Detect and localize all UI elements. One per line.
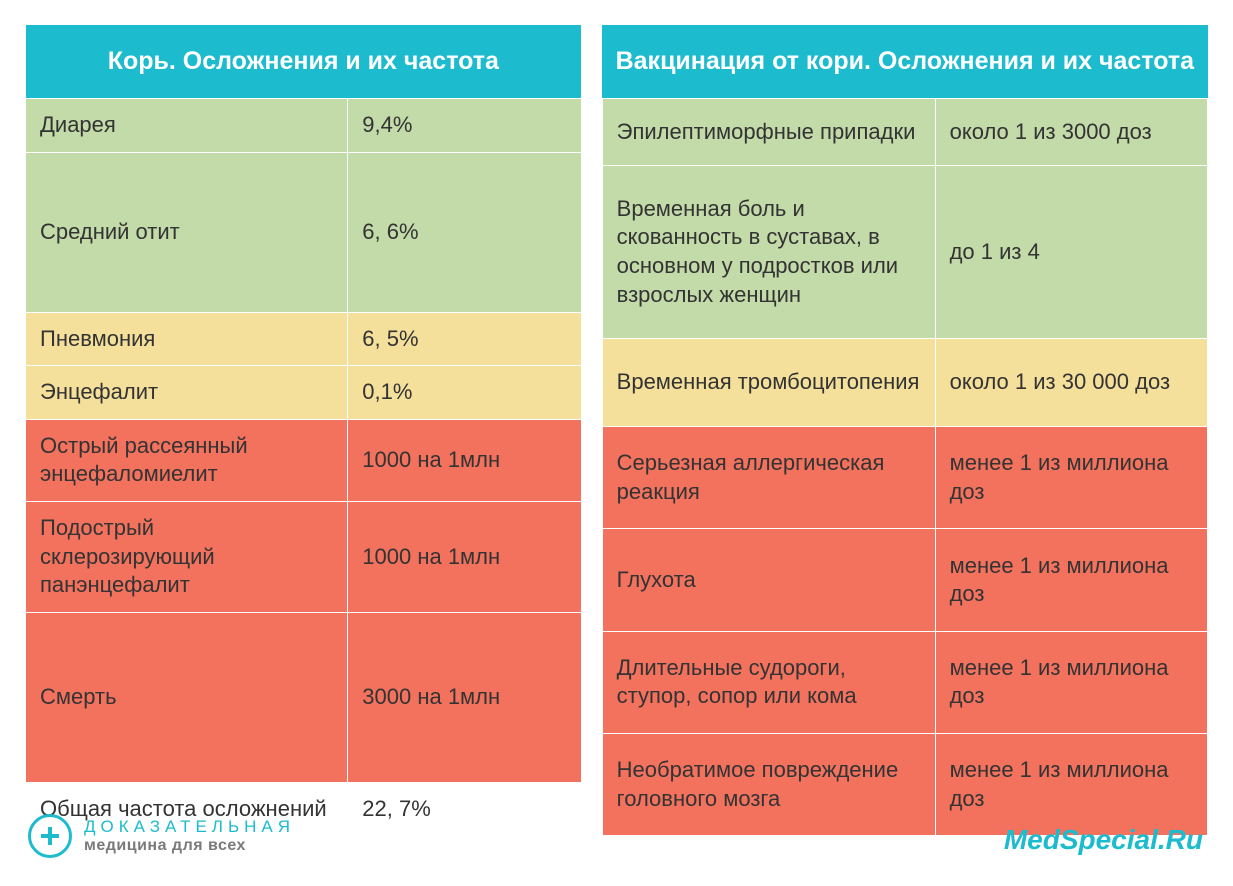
complication-name: Длительные судороги, ступор, сопор или к… bbox=[602, 631, 935, 733]
table-row: Энцефалит0,1% bbox=[26, 366, 582, 420]
right-table-header: Вакцинация от кори. Осложнения и их част… bbox=[602, 25, 1207, 99]
logo-line1: ДОКАЗАТЕЛЬНАЯ bbox=[84, 817, 295, 837]
table-row: Диарея9,4% bbox=[26, 99, 582, 153]
complication-frequency: до 1 из 4 bbox=[935, 165, 1207, 338]
complication-name: Эпилептиморфные припадки bbox=[602, 99, 935, 166]
logo-line2: медицина для всех bbox=[84, 837, 295, 855]
complication-frequency: менее 1 из миллиона доз bbox=[935, 734, 1207, 836]
complication-name: Острый рассеянный энцефаломиелит bbox=[26, 419, 348, 501]
complication-name: Пневмония bbox=[26, 312, 348, 366]
logo-text: ДОКАЗАТЕЛЬНАЯ медицина для всех bbox=[84, 817, 295, 855]
table-row: Временная тромбоцитопенияоколо 1 из 30 0… bbox=[602, 339, 1207, 427]
vaccination-table: Вакцинация от кори. Осложнения и их част… bbox=[602, 25, 1208, 836]
footer-value: 22, 7% bbox=[348, 782, 581, 836]
table-row: Подострый склерозирующий панэнцефалит100… bbox=[26, 501, 582, 612]
complication-name: Диарея bbox=[26, 99, 348, 153]
complication-frequency: 0,1% bbox=[348, 366, 581, 420]
complication-frequency: 1000 на 1млн bbox=[348, 501, 581, 612]
table-row: Острый рассеянный энцефаломиелит1000 на … bbox=[26, 419, 582, 501]
table-row: Пневмония6, 5% bbox=[26, 312, 582, 366]
complication-frequency: менее 1 из миллиона доз bbox=[935, 529, 1207, 631]
complication-frequency: 1000 на 1млн bbox=[348, 419, 581, 501]
complication-name: Необратимое повреждение головного мозга bbox=[602, 734, 935, 836]
table-row: Длительные судороги, ступор, сопор или к… bbox=[602, 631, 1207, 733]
left-table-header: Корь. Осложнения и их частота bbox=[26, 25, 582, 99]
complication-name: Подострый склерозирующий панэнцефалит bbox=[26, 501, 348, 612]
complication-frequency: 6, 5% bbox=[348, 312, 581, 366]
table-row: Необратимое повреждение головного мозгам… bbox=[602, 734, 1207, 836]
watermark: MedSpecial.Ru bbox=[1004, 824, 1203, 856]
complication-name: Средний отит bbox=[26, 152, 348, 312]
complication-name: Смерть bbox=[26, 612, 348, 782]
logo-icon bbox=[28, 814, 72, 858]
complication-name: Временная боль и скованность в суставах,… bbox=[602, 165, 935, 338]
complication-frequency: около 1 из 3000 доз bbox=[935, 99, 1207, 166]
table-row: Глухотаменее 1 из миллиона доз bbox=[602, 529, 1207, 631]
logo: ДОКАЗАТЕЛЬНАЯ медицина для всех bbox=[28, 814, 295, 858]
complication-frequency: около 1 из 30 000 доз bbox=[935, 339, 1207, 427]
table-row: Средний отит6, 6% bbox=[26, 152, 582, 312]
complication-name: Временная тромбоцитопения bbox=[602, 339, 935, 427]
complication-frequency: 6, 6% bbox=[348, 152, 581, 312]
complication-name: Серьезная аллергическая реакция bbox=[602, 427, 935, 529]
complication-name: Энцефалит bbox=[26, 366, 348, 420]
table-row: Смерть3000 на 1млн bbox=[26, 612, 582, 782]
table-row: Временная боль и скованность в суставах,… bbox=[602, 165, 1207, 338]
table-row: Серьезная аллергическая реакцияменее 1 и… bbox=[602, 427, 1207, 529]
table-row: Эпилептиморфные припадкиоколо 1 из 3000 … bbox=[602, 99, 1207, 166]
complication-frequency: 9,4% bbox=[348, 99, 581, 153]
complication-frequency: менее 1 из миллиона доз bbox=[935, 631, 1207, 733]
complication-frequency: менее 1 из миллиона доз bbox=[935, 427, 1207, 529]
measles-table: Корь. Осложнения и их частота Диарея9,4%… bbox=[25, 25, 582, 836]
complication-frequency: 3000 на 1млн bbox=[348, 612, 581, 782]
complication-name: Глухота bbox=[602, 529, 935, 631]
